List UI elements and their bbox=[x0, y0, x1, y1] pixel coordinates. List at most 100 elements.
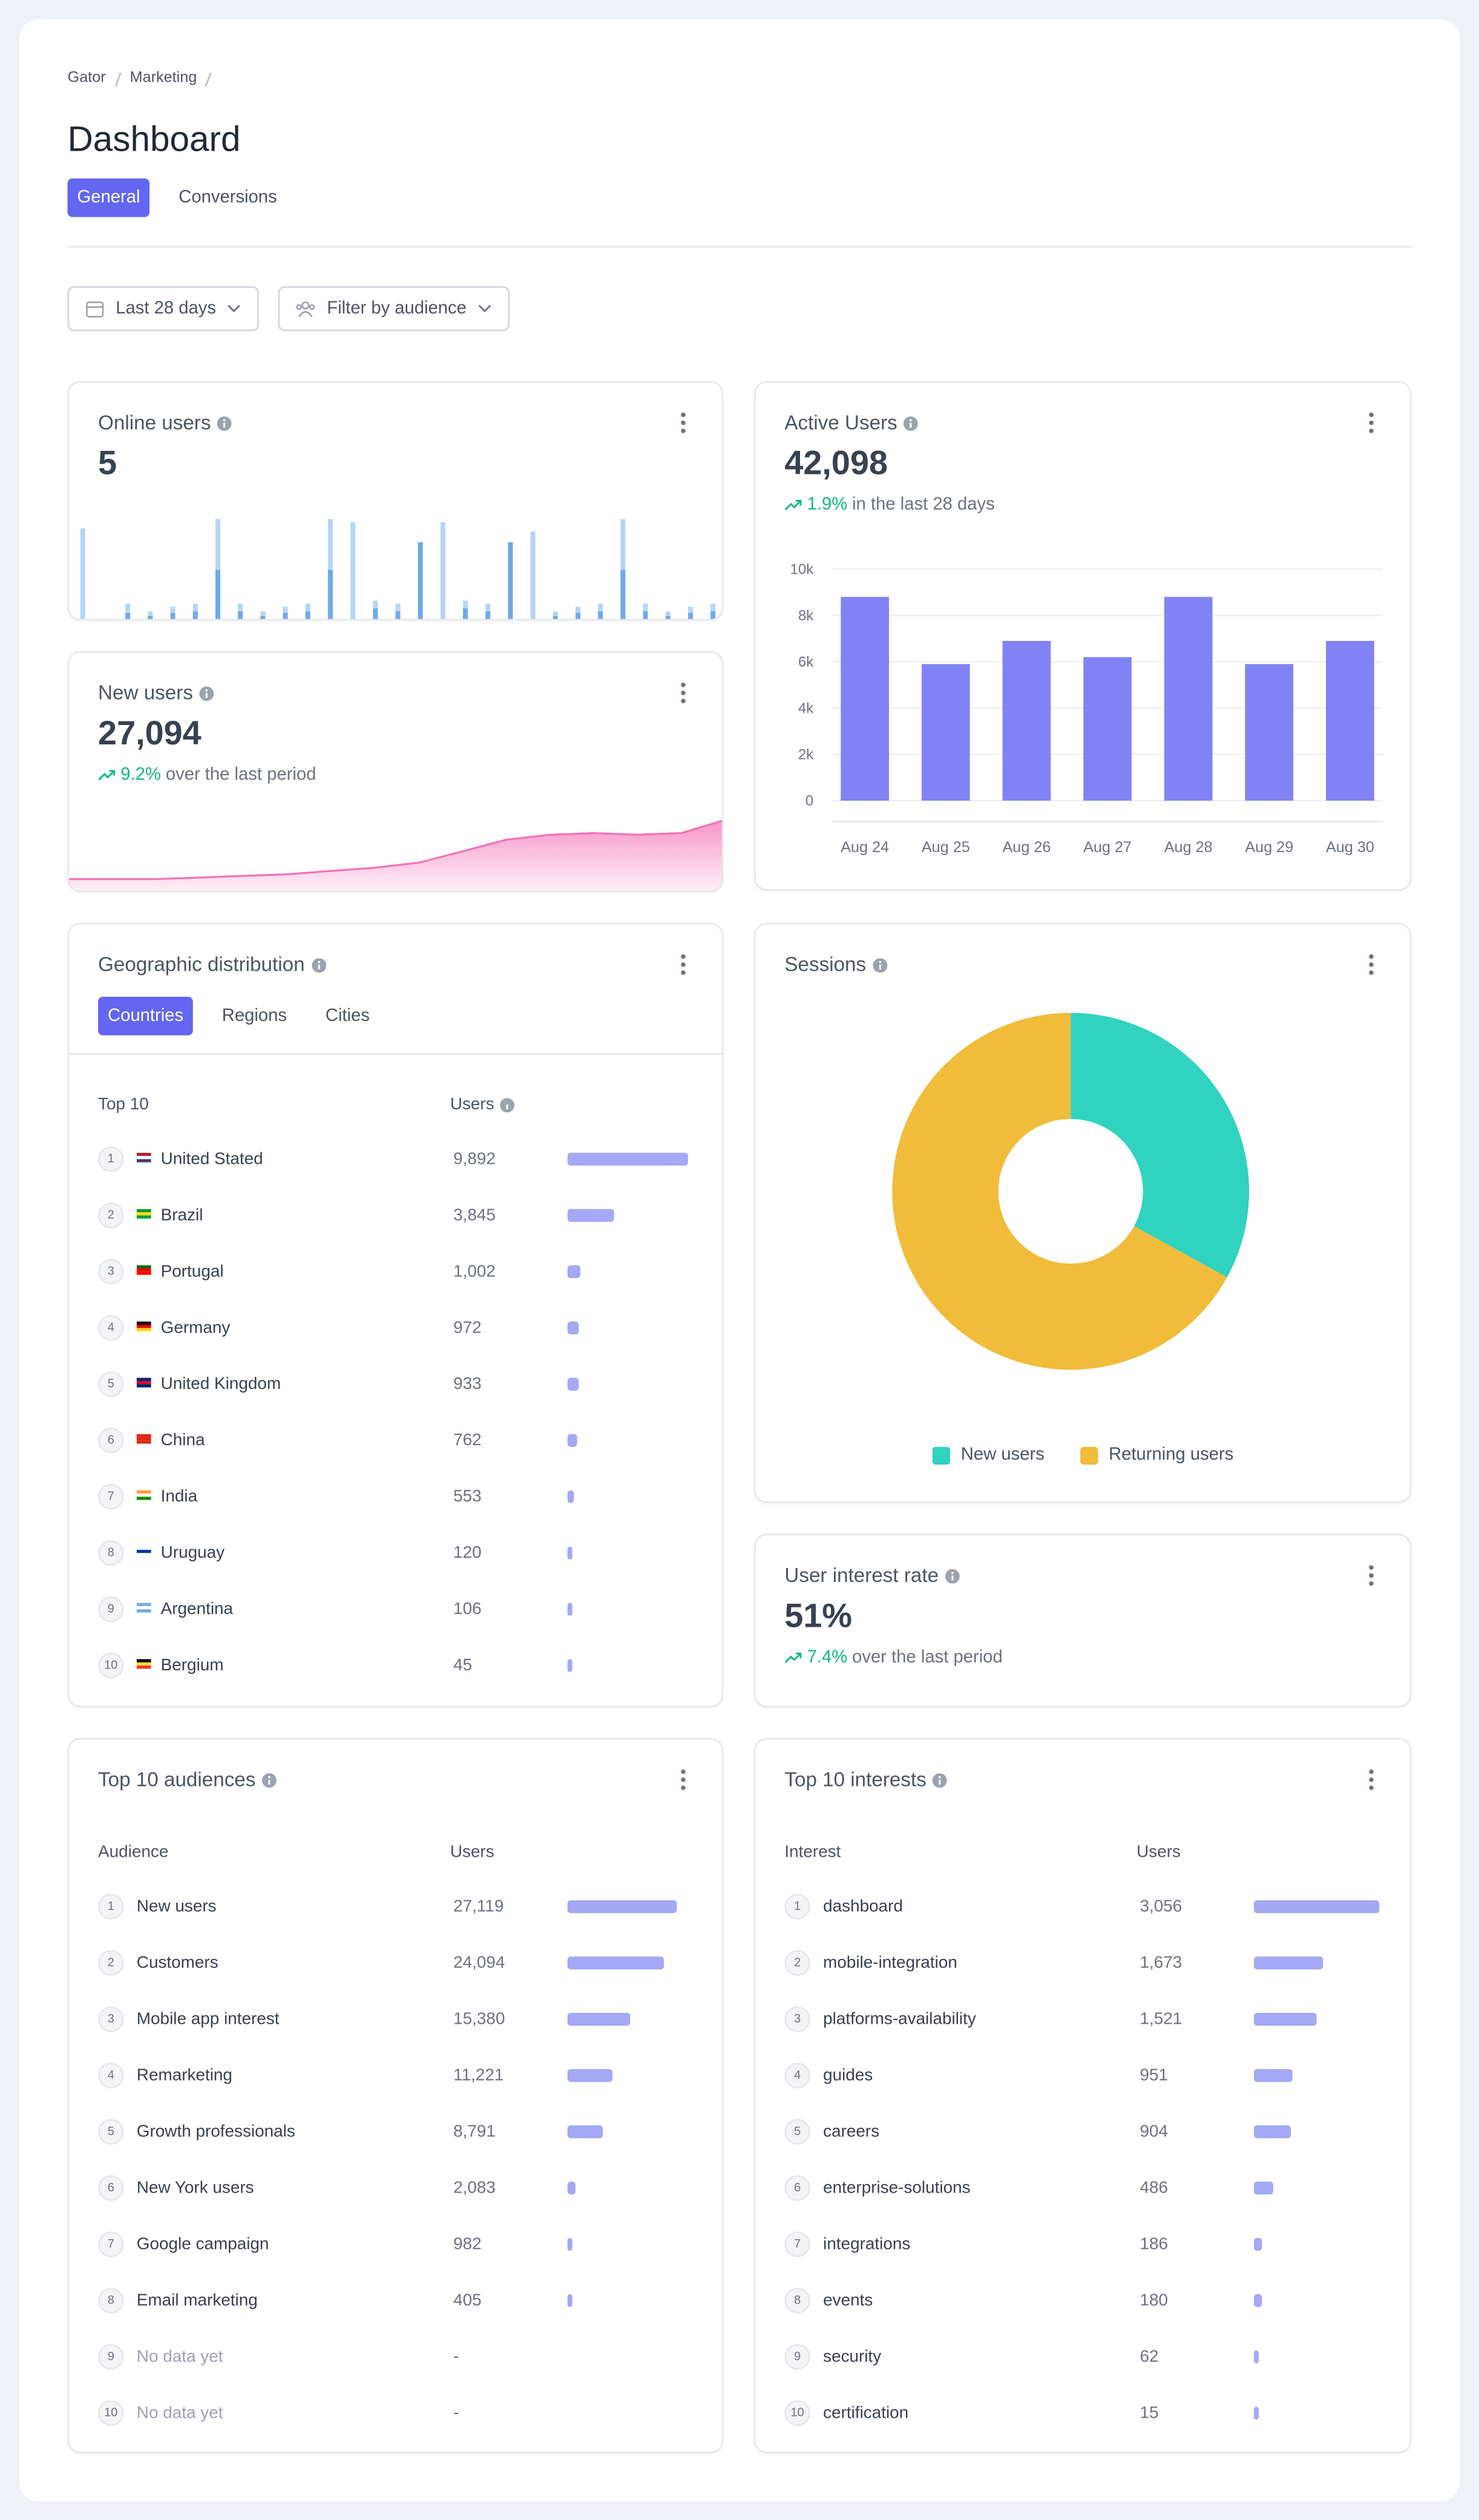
column-header-text: Users bbox=[450, 1842, 494, 1862]
rank-badge: 6 bbox=[98, 1427, 124, 1454]
icon-shape bbox=[136, 1606, 151, 1610]
row-name: New users bbox=[136, 1897, 217, 1917]
new-users-card: New users 27,094 9.2% over the last period bbox=[67, 651, 724, 893]
row-name: platforms-availability bbox=[823, 2009, 976, 2029]
info-icon bbox=[500, 1097, 516, 1112]
breadcrumb-item[interactable]: Marketing bbox=[130, 69, 197, 87]
icon-shape bbox=[268, 1775, 271, 1778]
info-icon bbox=[872, 957, 887, 972]
bar bbox=[921, 664, 970, 801]
bar bbox=[1326, 640, 1374, 801]
icon-shape bbox=[136, 1209, 151, 1213]
metric-change: 7.4% over the last period bbox=[784, 1646, 1003, 1669]
more-menu[interactable] bbox=[1368, 953, 1375, 976]
bar bbox=[1164, 597, 1213, 801]
bar bbox=[327, 569, 333, 619]
column-header-text: Interest bbox=[784, 1842, 841, 1862]
bar bbox=[553, 615, 558, 619]
bar bbox=[643, 603, 648, 619]
tab[interactable]: General bbox=[67, 178, 150, 217]
card-header: Top 10 interests bbox=[784, 1767, 948, 1793]
rank-badge: 2 bbox=[98, 1203, 124, 1229]
row-name: Uruguay bbox=[160, 1543, 225, 1563]
bar bbox=[553, 611, 558, 619]
icon-shape bbox=[136, 1440, 151, 1444]
icon-shape bbox=[136, 1437, 151, 1441]
icon-shape bbox=[136, 1212, 151, 1216]
tab[interactable]: Conversions bbox=[179, 188, 277, 208]
row-users: - bbox=[453, 2403, 459, 2423]
breadcrumb-item[interactable]: Gator bbox=[67, 69, 106, 87]
bar bbox=[215, 519, 220, 619]
column-header: Users bbox=[450, 1841, 494, 1863]
sessions-card: Sessions New users Returning users bbox=[753, 922, 1412, 1503]
trend-icon bbox=[784, 500, 802, 511]
icon-shape bbox=[681, 412, 686, 418]
card-header: Geographic distribution bbox=[98, 952, 326, 978]
card-title: User interest rate bbox=[784, 1564, 939, 1587]
row-name: Mobile app interest bbox=[136, 2009, 280, 2029]
row-name: Germany bbox=[160, 1318, 231, 1338]
icon-shape bbox=[317, 960, 320, 963]
icon-shape bbox=[1369, 1777, 1374, 1782]
more-menu[interactable] bbox=[680, 681, 687, 704]
column-header-text: Top 10 bbox=[98, 1095, 149, 1114]
icon-shape bbox=[681, 970, 686, 975]
bar bbox=[485, 603, 491, 619]
users-bar bbox=[1254, 2181, 1274, 2195]
metric-value: 51% bbox=[784, 1598, 853, 1635]
tab[interactable]: Countries bbox=[98, 997, 193, 1035]
users-bar bbox=[567, 1490, 574, 1503]
icon-shape bbox=[1369, 970, 1374, 975]
card-header: New users bbox=[98, 680, 214, 706]
users-bar bbox=[567, 1659, 572, 1672]
users-bar bbox=[567, 2125, 603, 2139]
more-menu[interactable] bbox=[680, 412, 687, 434]
metric-change: 1.9% in the last 28 days bbox=[784, 494, 995, 516]
icon-shape bbox=[681, 1785, 686, 1790]
x-tick-label: Aug 25 bbox=[922, 839, 970, 856]
rank-badge: 10 bbox=[98, 2400, 124, 2426]
filter-button[interactable]: Filter by audience bbox=[278, 286, 510, 332]
row-users: 11,221 bbox=[453, 2066, 504, 2085]
icon-shape bbox=[302, 301, 310, 310]
more-menu[interactable] bbox=[680, 953, 687, 976]
more-menu[interactable] bbox=[1368, 1768, 1375, 1791]
row-users: 405 bbox=[453, 2291, 482, 2311]
info-icon bbox=[217, 415, 232, 430]
bar bbox=[1245, 664, 1294, 801]
bar bbox=[170, 606, 175, 619]
interest-rate-card: User interest rate 51% 7.4% over the last p… bbox=[753, 1534, 1412, 1708]
icon-shape bbox=[1369, 1573, 1374, 1578]
icon-shape bbox=[136, 1493, 151, 1497]
row-name: integrations bbox=[823, 2234, 911, 2254]
x-tick-label: Aug 24 bbox=[841, 839, 889, 856]
row-users: 15 bbox=[1140, 2403, 1159, 2423]
users-bar bbox=[567, 1321, 580, 1334]
bar bbox=[125, 603, 131, 619]
icon-shape bbox=[1369, 1785, 1374, 1790]
users-bar bbox=[567, 1900, 677, 1914]
chevron-icon bbox=[228, 304, 241, 313]
flag-icon bbox=[136, 1152, 151, 1163]
more-menu[interactable] bbox=[1368, 412, 1375, 434]
bar bbox=[260, 611, 266, 619]
icon-shape bbox=[136, 1271, 151, 1275]
change-text: over the last period bbox=[852, 1647, 1003, 1667]
breadcrumb-separator bbox=[114, 71, 121, 86]
bar bbox=[598, 611, 603, 619]
bar bbox=[305, 611, 310, 619]
more-menu[interactable] bbox=[1368, 1564, 1375, 1587]
icon-shape bbox=[136, 1384, 151, 1388]
icon-shape bbox=[681, 428, 686, 433]
tab[interactable]: Cities bbox=[325, 1006, 370, 1026]
row-name: United Stated bbox=[160, 1149, 263, 1169]
more-menu[interactable] bbox=[680, 1768, 687, 1791]
filter-button[interactable]: Last 28 days bbox=[67, 286, 260, 332]
bar bbox=[620, 519, 626, 619]
rank-badge: 2 bbox=[784, 1950, 810, 1976]
tab[interactable]: Regions bbox=[221, 1006, 287, 1026]
card-title: Top 10 audiences bbox=[98, 1768, 256, 1791]
